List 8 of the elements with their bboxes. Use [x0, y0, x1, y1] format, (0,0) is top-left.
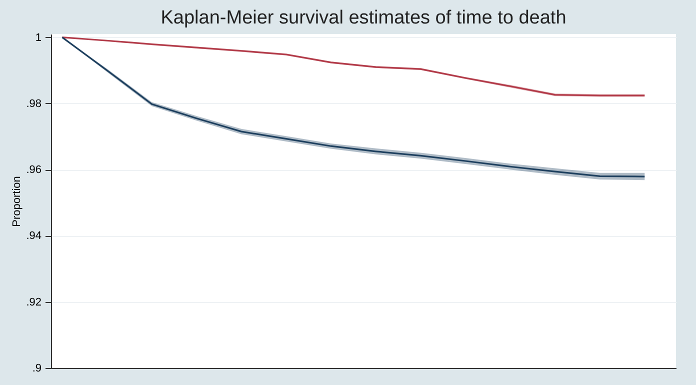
y-tick-label: 1 [35, 32, 42, 44]
y-tick-label: .92 [26, 296, 42, 308]
chart-title: Kaplan-Meier survival estimates of time to death [160, 7, 566, 28]
y-tick-label: .94 [26, 230, 42, 242]
y-tick-label: .98 [26, 98, 42, 110]
y-tick-label: .9 [32, 362, 42, 374]
y-tick-label: .96 [26, 164, 42, 176]
y-axis-title: Proportion [11, 176, 24, 227]
